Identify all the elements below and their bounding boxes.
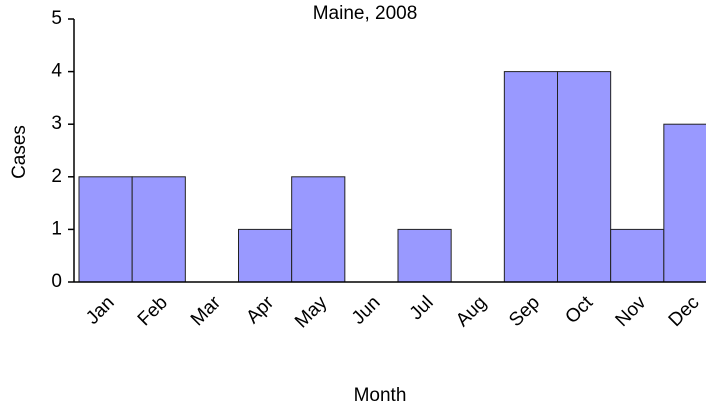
chart-title: Maine, 2008: [313, 3, 418, 24]
bar: [291, 176, 346, 283]
y-tick-label: 0: [51, 271, 62, 292]
x-tick-label: Dec: [665, 292, 704, 331]
x-tick-label: Aug: [452, 292, 491, 331]
bar: [503, 71, 559, 283]
x-tick-label: May: [291, 292, 332, 333]
bar: [78, 176, 133, 283]
bar: [610, 228, 665, 283]
y-tick-label: 4: [51, 61, 62, 82]
bar: [131, 176, 186, 283]
x-tick-label: Jul: [406, 292, 438, 324]
x-tick-label: Oct: [561, 292, 597, 328]
x-tick-label: Nov: [612, 292, 651, 331]
bar: [397, 228, 452, 283]
y-tick-label: 1: [51, 218, 62, 239]
x-tick-label: Jun: [348, 292, 385, 329]
x-tick-label: Feb: [134, 292, 172, 330]
x-tick-label: Sep: [505, 292, 544, 331]
y-tick-label: 3: [51, 113, 62, 134]
x-tick-label: Jan: [82, 292, 119, 329]
x-axis-label: Month: [354, 385, 407, 406]
x-tick-label: Mar: [187, 292, 225, 330]
bar: [238, 228, 293, 283]
y-tick-label: 5: [51, 8, 62, 29]
y-tick-label: 2: [51, 166, 62, 187]
x-tick-label: Apr: [242, 292, 278, 328]
bar: [557, 71, 612, 283]
y-axis-label: Cases: [9, 125, 30, 179]
bar: [663, 123, 706, 283]
